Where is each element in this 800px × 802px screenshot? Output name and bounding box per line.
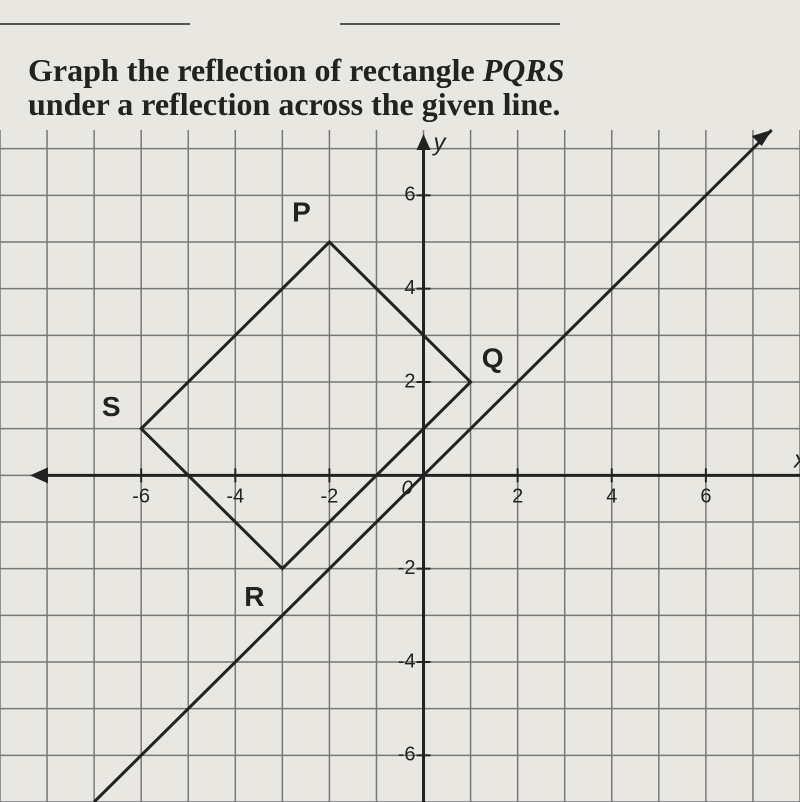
question-text: Graph the reflection of rectangle: [28, 52, 475, 88]
x-tick-label: -6: [132, 486, 150, 508]
x-tick-label: 2: [512, 486, 523, 508]
y-tick-label: 4: [404, 277, 415, 299]
x-tick-label: -2: [321, 486, 339, 508]
x-axis-label: x: [793, 447, 800, 474]
vertex-label: P: [292, 196, 311, 227]
x-arrow: [30, 467, 48, 484]
x-tick-label: 4: [606, 486, 617, 508]
y-arrow: [416, 134, 431, 150]
x-tick-label: 6: [700, 486, 711, 508]
y-tick-label: -4: [398, 650, 416, 672]
figure-name: PQRS: [482, 52, 565, 88]
top-rule: [0, 23, 560, 25]
y-tick-label: 2: [404, 370, 415, 392]
y-axis-label: y: [432, 129, 448, 156]
vertex-label: S: [102, 391, 121, 422]
y-tick-label: -2: [398, 557, 416, 579]
question-line-1: Graph the reflection of rectangle PQRS: [28, 52, 565, 89]
vertex-label: Q: [482, 342, 504, 373]
vertex-label: R: [244, 581, 264, 612]
y-tick-label: -6: [398, 744, 416, 766]
y-tick-label: 6: [404, 184, 415, 206]
reflection-line: [93, 128, 773, 802]
line-arrow: [751, 130, 772, 146]
question-line-2: under a reflection across the given line…: [28, 86, 561, 122]
x-tick-label: -4: [226, 486, 244, 508]
origin-label: 0: [402, 478, 413, 500]
rectangle-pqrs: [139, 239, 473, 571]
